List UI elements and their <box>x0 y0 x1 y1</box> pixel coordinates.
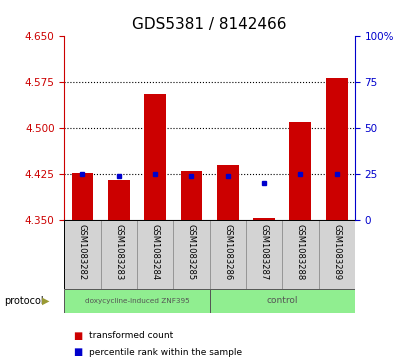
FancyBboxPatch shape <box>246 220 282 289</box>
Bar <box>71 172 93 220</box>
Bar <box>290 122 311 220</box>
Bar <box>108 180 130 220</box>
FancyBboxPatch shape <box>210 289 355 313</box>
Bar <box>326 78 348 220</box>
Bar <box>253 218 275 220</box>
Text: ■: ■ <box>73 347 82 357</box>
Text: GSM1083289: GSM1083289 <box>332 224 341 280</box>
Text: transformed count: transformed count <box>89 331 173 340</box>
Bar <box>217 164 239 220</box>
Text: GSM1083288: GSM1083288 <box>296 224 305 280</box>
Text: percentile rank within the sample: percentile rank within the sample <box>89 348 242 356</box>
Text: protocol: protocol <box>4 295 44 306</box>
FancyBboxPatch shape <box>282 220 319 289</box>
Bar <box>181 171 203 220</box>
FancyBboxPatch shape <box>210 220 246 289</box>
Text: doxycycline-induced ZNF395: doxycycline-induced ZNF395 <box>85 298 189 304</box>
Bar <box>144 94 166 220</box>
FancyBboxPatch shape <box>319 220 355 289</box>
Text: GSM1083286: GSM1083286 <box>223 224 232 280</box>
Text: control: control <box>266 297 298 305</box>
Text: GSM1083287: GSM1083287 <box>259 224 269 280</box>
Text: GSM1083284: GSM1083284 <box>151 224 160 280</box>
FancyBboxPatch shape <box>64 289 210 313</box>
Text: ■: ■ <box>73 331 82 341</box>
FancyBboxPatch shape <box>64 220 100 289</box>
FancyBboxPatch shape <box>173 220 210 289</box>
Title: GDS5381 / 8142466: GDS5381 / 8142466 <box>132 17 287 32</box>
Text: GSM1083282: GSM1083282 <box>78 224 87 280</box>
Text: GSM1083283: GSM1083283 <box>114 224 123 280</box>
Text: GSM1083285: GSM1083285 <box>187 224 196 280</box>
FancyBboxPatch shape <box>100 220 137 289</box>
Text: ▶: ▶ <box>42 295 49 306</box>
FancyBboxPatch shape <box>137 220 173 289</box>
